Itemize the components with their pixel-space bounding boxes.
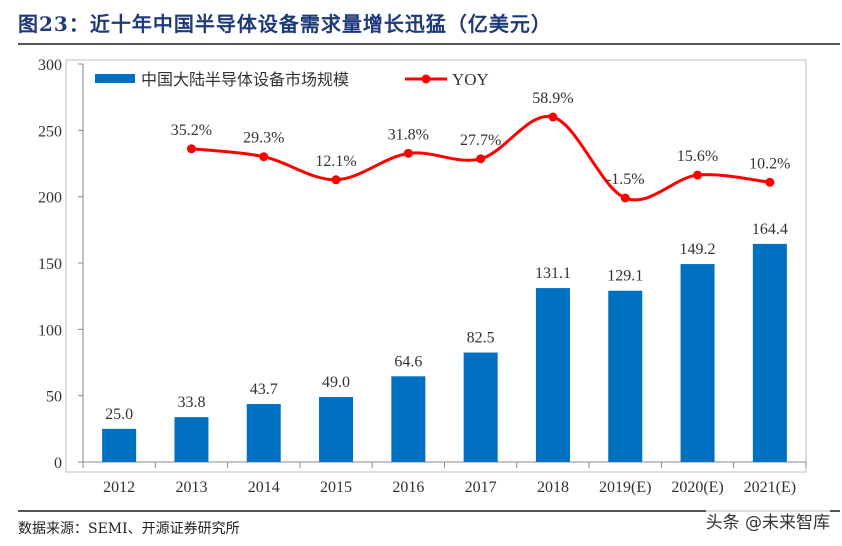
source-note: 数据来源：SEMI、开源证券研究所	[18, 521, 240, 537]
legend-label-yoy: YOY	[452, 70, 489, 89]
bar-label: 164.4	[752, 221, 788, 238]
x-tick-label: 2015	[320, 479, 352, 496]
yoy-label: 10.2%	[749, 155, 790, 172]
x-tick-label: 2020(E)	[671, 479, 723, 496]
bar	[319, 396, 354, 462]
x-tick-label: 2012	[103, 479, 135, 496]
bar	[752, 243, 787, 462]
y-tick-label: 200	[38, 190, 62, 207]
yoy-point	[331, 175, 341, 185]
yoy-point	[693, 170, 703, 180]
yoy-label: -1.5%	[606, 171, 645, 188]
bar	[608, 290, 643, 462]
x-tick-label: 2014	[248, 479, 280, 496]
y-tick-label: 50	[46, 389, 62, 406]
title-divider	[18, 43, 840, 45]
yoy-label: 35.2%	[171, 122, 212, 139]
y-tick-label: 150	[38, 256, 62, 273]
yoy-point	[765, 177, 775, 187]
source-divider	[18, 510, 840, 512]
yoy-label: 31.8%	[388, 126, 429, 143]
legend-swatch-bars	[95, 74, 135, 83]
bar-label: 43.7	[250, 381, 278, 398]
bar	[680, 264, 715, 462]
watermark: 头条 @未来智库	[705, 508, 830, 533]
bar-label: 82.5	[467, 330, 495, 347]
bar	[535, 288, 570, 462]
bar-label: 129.1	[607, 268, 643, 285]
figure-title: 图23：近十年中国半导体设备需求量增长迅猛（亿美元）	[18, 12, 552, 36]
yoy-point	[186, 144, 196, 154]
yoy-label: 12.1%	[315, 153, 356, 170]
y-tick-label: 300	[38, 57, 62, 74]
bar	[174, 417, 209, 462]
y-tick-label: 100	[38, 322, 62, 339]
yoy-label: 15.6%	[677, 148, 718, 165]
bar-label: 33.8	[177, 394, 205, 411]
x-tick-label: 2018	[537, 479, 569, 496]
x-tick-label: 2019(E)	[599, 479, 651, 496]
yoy-point	[403, 148, 413, 158]
yoy-point	[259, 152, 269, 162]
x-tick-label: 2013	[175, 479, 207, 496]
yoy-label: 27.7%	[460, 132, 501, 149]
y-tick-label: 0	[54, 455, 62, 472]
x-tick-label: 2016	[392, 479, 424, 496]
yoy-label: 29.3%	[243, 130, 284, 147]
bar-label: 49.0	[322, 374, 350, 391]
yoy-point	[476, 154, 486, 164]
yoy-point	[548, 112, 558, 122]
yoy-point	[620, 193, 630, 203]
yoy-label: 58.9%	[532, 90, 573, 107]
bar-label: 131.1	[535, 265, 571, 282]
bar	[391, 376, 426, 462]
bar	[246, 404, 281, 462]
plot-border	[65, 59, 807, 473]
bar	[463, 352, 498, 462]
bar-label: 64.6	[394, 353, 422, 370]
x-tick-label: 2017	[465, 479, 497, 496]
bar-label: 149.2	[680, 241, 716, 258]
bar	[102, 428, 137, 462]
y-tick-label: 250	[38, 123, 62, 140]
x-tick-label: 2021(E)	[744, 479, 796, 496]
legend-label-bars: 中国大陆半导体设备市场规模	[141, 71, 349, 89]
bar-label: 25.0	[105, 406, 133, 423]
legend-marker-yoy	[421, 74, 431, 84]
